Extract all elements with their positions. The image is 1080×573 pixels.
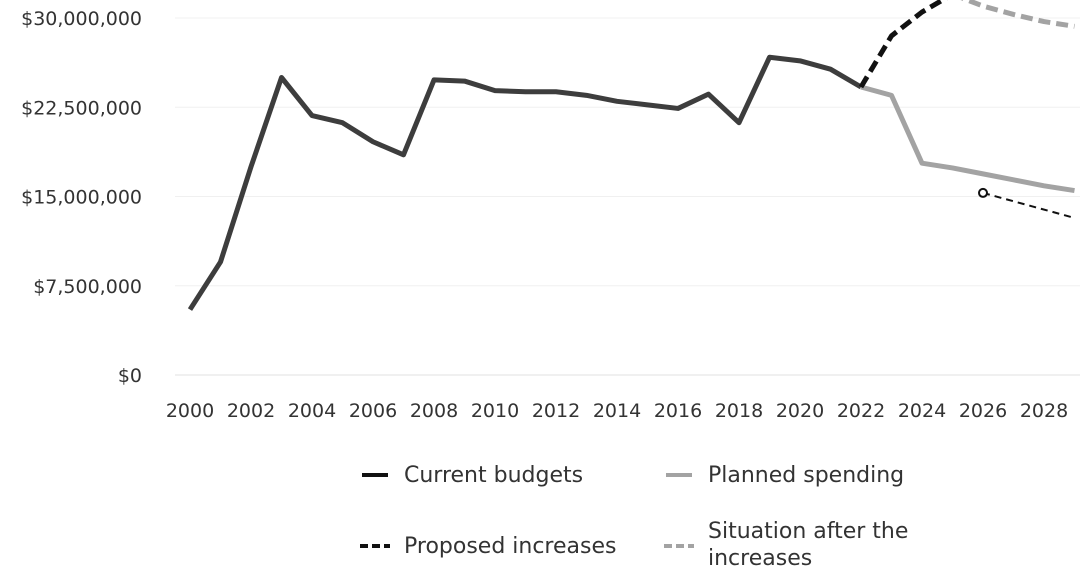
legend-label-proposed-increases: Proposed increases <box>404 534 616 559</box>
series-line-2 <box>858 0 948 89</box>
x-tick-label: 2002 <box>227 400 275 422</box>
series-line-3 <box>960 0 1075 29</box>
x-tick-label: 2022 <box>837 400 885 422</box>
x-tick-label: 2024 <box>898 400 946 422</box>
annotation-marker <box>978 187 988 198</box>
x-tick-label: 2000 <box>166 400 214 422</box>
x-tick-label: 2026 <box>959 400 1007 422</box>
series-line-0 <box>187 54 863 311</box>
y-axis-tick-labels: $0 $7,500,000 $15,000,000 $22,500,000 $30,00… <box>21 8 142 387</box>
x-tick-label: 2014 <box>593 400 641 422</box>
x-tick-label: 2006 <box>349 400 397 422</box>
y-tick-label: $15,000,000 <box>21 187 142 209</box>
y-tick-label: $30,000,000 <box>21 8 142 30</box>
legend: Current budgets Planned spending Propose… <box>360 463 908 571</box>
x-axis-tick-labels: 2000 2002 2004 2006 2008 2010 2012 2014 2016 2018… <box>166 400 1068 422</box>
legend-label-situation-after-line1: Situation after the <box>708 519 908 544</box>
annotation-line <box>982 191 1075 219</box>
x-tick-label: 2028 <box>1020 400 1068 422</box>
x-tick-label: 2010 <box>471 400 519 422</box>
x-tick-label: 2012 <box>532 400 580 422</box>
y-tick-label: $22,500,000 <box>21 97 142 119</box>
legend-label-situation-after-line2: increases <box>708 546 812 571</box>
y-tick-label: $0 <box>118 365 142 387</box>
series-line-1 <box>860 84 1075 194</box>
x-tick-label: 2018 <box>715 400 763 422</box>
series-lines <box>187 0 1075 311</box>
x-tick-label: 2004 <box>288 400 336 422</box>
legend-label-current-budgets: Current budgets <box>404 463 583 488</box>
x-tick-label: 2020 <box>776 400 824 422</box>
x-tick-label: 2016 <box>654 400 702 422</box>
gridlines <box>175 17 1080 376</box>
y-tick-label: $7,500,000 <box>33 276 142 298</box>
x-tick-label: 2008 <box>410 400 458 422</box>
legend-label-planned-spending: Planned spending <box>708 463 904 488</box>
